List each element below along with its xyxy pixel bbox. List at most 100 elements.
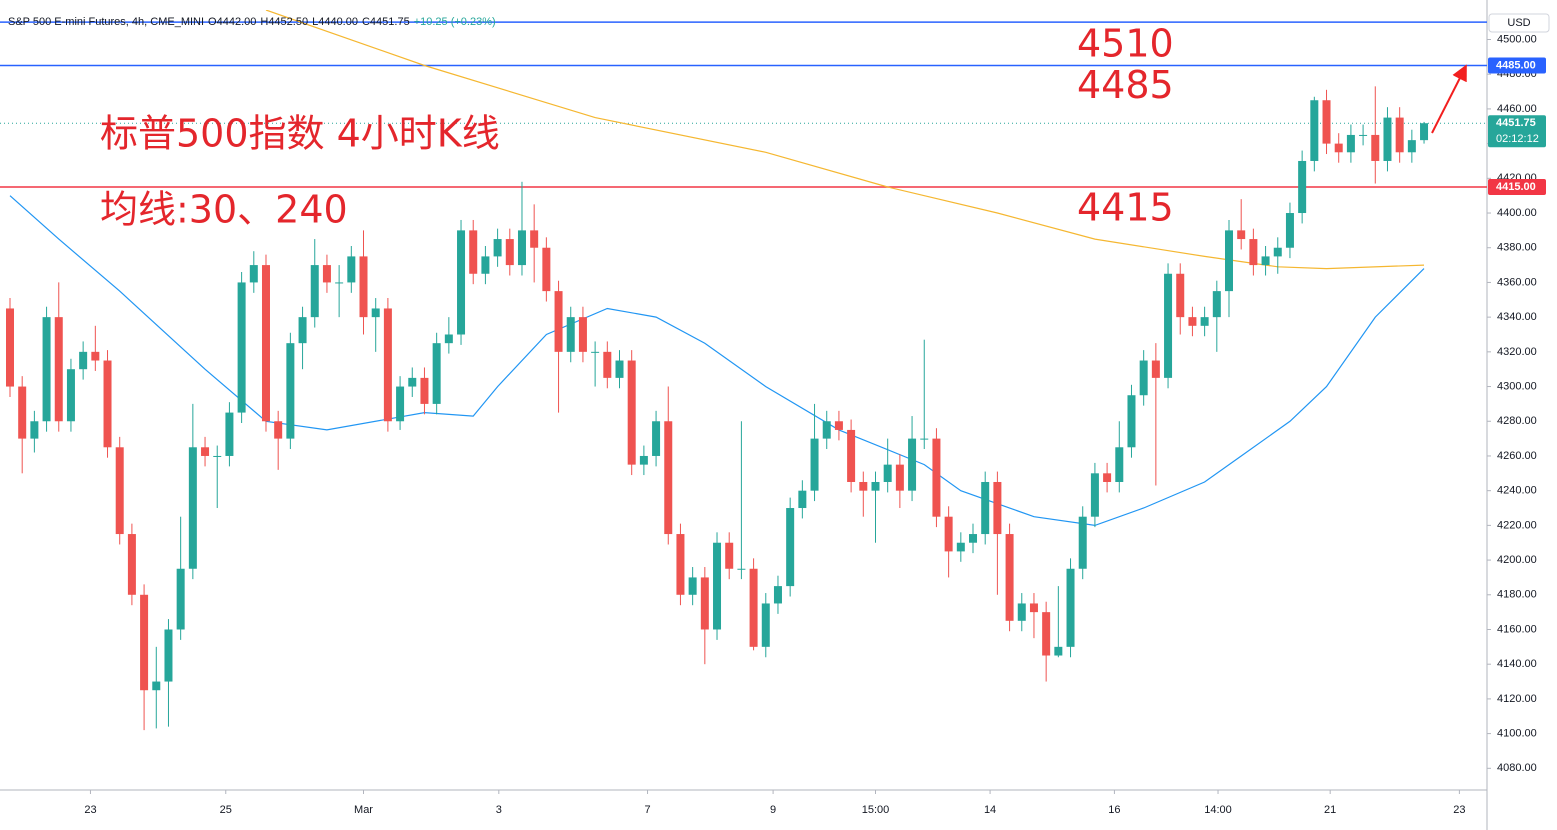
candle-body [1115, 447, 1124, 482]
candle-body [152, 681, 161, 691]
currency-box [1488, 13, 1550, 33]
candle-body [652, 421, 661, 456]
candle-body [798, 490, 807, 509]
candle-body [1017, 603, 1026, 621]
candle-body [1285, 213, 1294, 248]
candle-body [725, 542, 734, 569]
candle-body [639, 455, 648, 465]
candle-body [1395, 117, 1404, 153]
candle-body [505, 239, 514, 266]
candle-body [1103, 473, 1112, 482]
annotation: 均线:30、240 [100, 188, 348, 232]
candle-body [1005, 534, 1014, 621]
x-tick-label: 3 [496, 804, 502, 816]
candle-body [1371, 134, 1380, 161]
candle-body [1212, 291, 1221, 318]
candle-body [969, 534, 978, 543]
candle-body [6, 308, 14, 387]
candle-body [249, 265, 258, 283]
candle-body [176, 568, 185, 630]
candle-body [359, 256, 368, 318]
y-tick-label: 4160.00 [1497, 623, 1537, 635]
candle-body [1322, 100, 1331, 144]
x-tick-label: Mar [354, 804, 373, 816]
candle-body [1054, 646, 1063, 656]
candle-body [1139, 360, 1148, 396]
candle-body [688, 577, 697, 595]
candle-body [542, 247, 551, 292]
y-tick-label: 4400.00 [1497, 207, 1537, 219]
candle-body [713, 542, 722, 630]
candle-body [261, 265, 270, 422]
candle-body [1420, 123, 1429, 141]
candle-body [347, 256, 356, 283]
candle-body [1237, 230, 1246, 240]
candle-body [1090, 473, 1099, 517]
candle-body [444, 334, 453, 344]
y-tick-label: 4380.00 [1497, 242, 1537, 254]
candle-body [908, 438, 917, 491]
level-label: 4485 [1077, 63, 1174, 107]
candle-body [1383, 117, 1392, 161]
candle-body [883, 464, 892, 482]
symbol: S&P 500 E-mini Futures, 4h, CME_MINI [8, 16, 204, 28]
y-tick-label: 4300.00 [1497, 380, 1537, 392]
price-tag-label: 4415.00 [1496, 181, 1536, 193]
x-tick-label: 16 [1108, 804, 1120, 816]
price-tag-label: 4485.00 [1496, 59, 1536, 71]
header-value: H4452.50 [260, 16, 308, 28]
candle-body [993, 481, 1002, 535]
y-tick-label: 4140.00 [1497, 658, 1537, 670]
candle-body [103, 360, 112, 448]
candle-body [1200, 317, 1209, 326]
candle-body [1407, 140, 1416, 153]
candle-body [201, 447, 210, 456]
y-tick-label: 4320.00 [1497, 346, 1537, 358]
candle-body [1334, 143, 1343, 153]
y-tick-label: 4180.00 [1497, 589, 1537, 601]
candle-body [786, 508, 795, 587]
candle-body [140, 594, 149, 691]
candle-body [920, 438, 929, 440]
x-tick-label: 25 [220, 804, 232, 816]
candle-body [1066, 568, 1075, 647]
currency: USD [1507, 17, 1530, 29]
candle-body [1261, 256, 1270, 266]
x-tick-label: 21 [1324, 804, 1336, 816]
candle-body [79, 351, 88, 370]
candle-body [1273, 247, 1282, 257]
candle-body [810, 438, 819, 491]
header-value: +10.25 (+0.23%) [414, 16, 496, 28]
candle-body [1298, 160, 1307, 214]
y-tick-label: 4260.00 [1497, 450, 1537, 462]
candle-body [944, 516, 953, 552]
candle-body [895, 464, 904, 491]
candle-body [1225, 230, 1233, 292]
chart-header: S&P 500 E-mini Futures, 4h, CME_MINI O444… [8, 16, 496, 28]
price-tag-label: 4451.75 [1496, 117, 1536, 129]
candle-body [371, 308, 380, 318]
candle-body [335, 282, 344, 284]
candle-body [18, 386, 27, 439]
candle-body [493, 239, 502, 257]
candle-body [30, 421, 39, 439]
candle-body [1029, 603, 1038, 613]
x-tick-label: 14 [984, 804, 996, 816]
level-label: 4510 [1077, 22, 1174, 66]
candle-body [554, 291, 563, 352]
candle-body [115, 447, 124, 535]
y-tick-label: 4220.00 [1497, 519, 1537, 531]
price-tag [1488, 178, 1546, 195]
candle-body [1078, 516, 1087, 569]
candle-body [225, 412, 234, 456]
candle-body [298, 317, 307, 344]
moving-average [265, 10, 1425, 270]
candle-body [956, 542, 965, 552]
candle-body [1151, 360, 1160, 378]
price-tag [1488, 57, 1546, 74]
y-tick-label: 4460.00 [1497, 103, 1537, 115]
candle-body [1176, 273, 1185, 318]
candle-body [664, 421, 673, 535]
candle-body [981, 481, 990, 535]
